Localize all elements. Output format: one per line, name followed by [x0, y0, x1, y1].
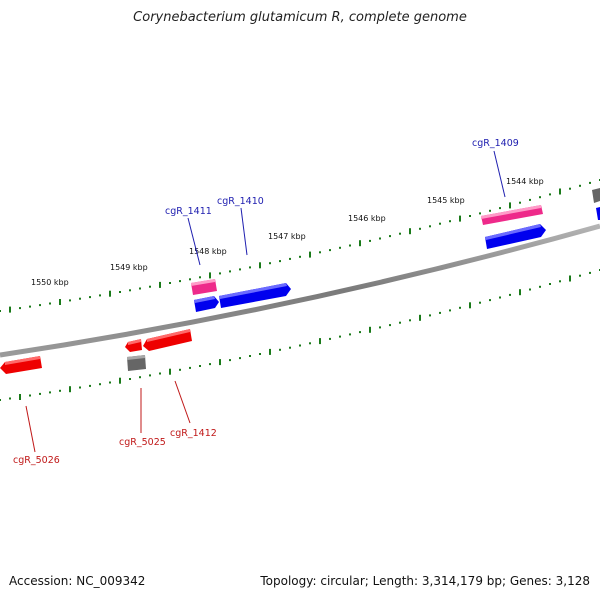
- gene-cgR_5026-arrow[interactable]: [0, 356, 42, 374]
- kbp-label-1550: 1550 kbp: [31, 278, 69, 287]
- partial-feature-edge[interactable]: [592, 188, 600, 220]
- gene-cgR_1409-arrow[interactable]: [485, 224, 546, 249]
- leader-cgR_1412: [174, 380, 191, 424]
- accession-text: Accession: NC_009342: [9, 574, 146, 588]
- genome-backbone: [0, 223, 600, 358]
- genome-summary-text: Topology: circular; Length: 3,314,179 bp…: [260, 574, 590, 588]
- leader-cgR_5026: [25, 405, 36, 453]
- gene-cgR_1410-arrow[interactable]: [219, 283, 291, 308]
- kbp-label-1547: 1547 kbp: [268, 232, 306, 241]
- gene-cgR_5025-small-arrow[interactable]: [125, 339, 142, 352]
- kbp-label-1544: 1544 kbp: [506, 177, 544, 186]
- map-title: Corynebacterium glutamicum R, complete g…: [133, 10, 467, 25]
- kbp-label-1548: 1548 kbp: [189, 247, 227, 256]
- kbp-label-1549: 1549 kbp: [110, 263, 148, 272]
- gene-cgR_1412-arrow[interactable]: [143, 329, 192, 351]
- gene-label-cgR_1412[interactable]: cgR_1412: [170, 428, 217, 439]
- kbp-label-1546: 1546 kbp: [348, 214, 386, 223]
- gene-label-cgR_1411[interactable]: cgR_1411: [165, 206, 212, 217]
- gene-label-cgR_1410[interactable]: cgR_1410: [217, 196, 264, 207]
- scale-ticks: [0, 179, 600, 401]
- gene-label-cgR_5026[interactable]: cgR_5026: [13, 455, 60, 466]
- leader-cgR_1411: [187, 217, 201, 266]
- gene-label-cgR_1409[interactable]: cgR_1409: [472, 138, 519, 149]
- gene-cgR_1411-arrow[interactable]: [194, 296, 219, 312]
- gene-cgR_5025-feature[interactable]: [127, 355, 146, 371]
- gene-label-cgR_5025[interactable]: cgR_5025: [119, 437, 166, 448]
- leader-cgR_1410: [240, 207, 248, 256]
- gene-cgR_1411-rna-feature[interactable]: [191, 279, 217, 295]
- gene-cgR_1409-rna-feature[interactable]: [481, 205, 543, 225]
- kbp-label-1545: 1545 kbp: [427, 196, 465, 205]
- leader-cgR_1409: [493, 150, 506, 198]
